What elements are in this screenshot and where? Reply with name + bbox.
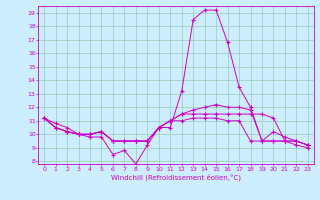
X-axis label: Windchill (Refroidissement éolien,°C): Windchill (Refroidissement éolien,°C) (111, 173, 241, 181)
